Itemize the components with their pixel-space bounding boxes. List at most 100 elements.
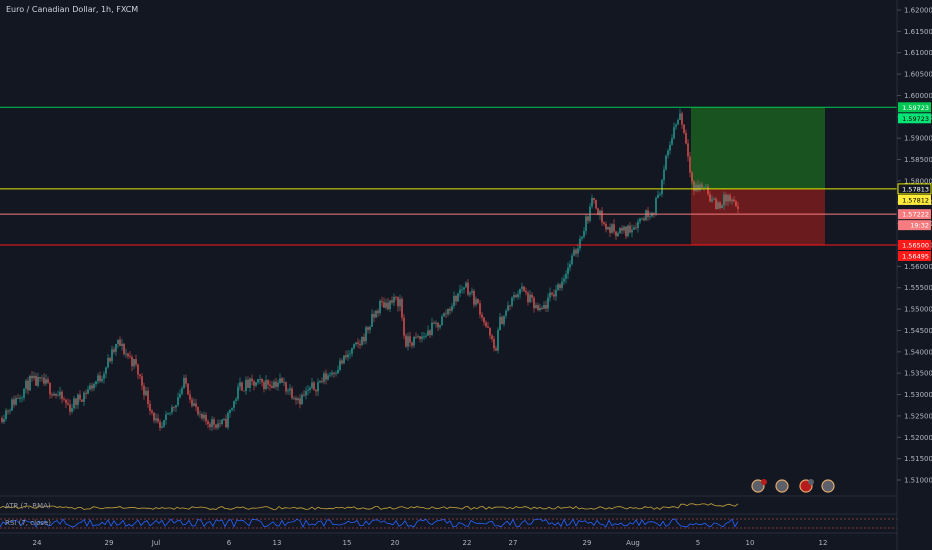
candle-body	[667, 150, 669, 156]
candle-body	[133, 359, 135, 367]
candle-body	[231, 407, 233, 410]
price-badge-label: 1.56500	[902, 242, 929, 250]
rsi-label[interactable]: RSI (7, close)	[5, 519, 51, 527]
candle-body	[201, 414, 203, 419]
candle-body	[467, 282, 469, 295]
candle-body	[135, 359, 137, 365]
price-badge-label: 1.57812	[902, 196, 929, 204]
price-badge	[898, 102, 931, 113]
candle-body	[147, 390, 149, 404]
candle-body	[507, 305, 509, 311]
candle-body	[49, 382, 51, 395]
x-tick-label: 29	[105, 539, 114, 547]
y-tick-label: 1.58000	[904, 177, 932, 185]
candle-body	[123, 343, 125, 355]
candle-body	[127, 353, 129, 357]
candle-body	[379, 300, 381, 314]
y-tick-label: 1.60000	[904, 92, 932, 100]
event-icons[interactable]	[751, 479, 835, 493]
candle-body	[253, 381, 255, 386]
candle-body	[545, 304, 547, 309]
event-icon[interactable]	[775, 479, 789, 493]
loss-zone[interactable]	[691, 188, 825, 245]
candle-body	[393, 296, 395, 303]
event-icon[interactable]	[751, 479, 765, 493]
candle-body	[671, 138, 673, 145]
event-icon[interactable]	[821, 479, 835, 493]
candle-body	[145, 390, 147, 396]
candle-body	[641, 218, 643, 220]
candle-body	[109, 357, 111, 362]
candle-body	[389, 300, 391, 310]
candle-body	[679, 113, 681, 120]
candle-body	[587, 216, 589, 221]
x-tick-label: 27	[509, 539, 518, 547]
candle-body	[209, 424, 211, 428]
candle-body	[351, 348, 353, 354]
candle-body	[303, 394, 305, 396]
candle-body	[335, 373, 337, 374]
candle-body	[607, 226, 609, 230]
candle-body	[639, 218, 641, 222]
event-icon[interactable]	[761, 479, 767, 485]
candle-body	[571, 255, 573, 265]
candle-body	[375, 310, 377, 318]
candle-body	[37, 377, 39, 386]
candle-body	[79, 394, 81, 400]
candle-body	[689, 156, 691, 173]
candle-body	[139, 374, 141, 377]
y-tick-label: 1.55500	[904, 284, 932, 292]
time-axis[interactable]: 24 29 Jul 6 13 15 20 22 27 29 Aug 5 10 12	[33, 539, 828, 547]
horizontal-levels[interactable]	[0, 106, 897, 246]
candle-body	[535, 305, 537, 309]
candle-body	[267, 380, 269, 385]
candle-body	[619, 227, 621, 234]
candle-body	[421, 336, 423, 339]
candle-body	[415, 336, 417, 338]
candle-body	[629, 225, 631, 233]
candle-body	[553, 294, 555, 297]
candle-body	[515, 295, 517, 298]
candle-body	[539, 307, 541, 310]
candle-body	[437, 322, 439, 328]
candle-body	[441, 316, 443, 326]
candle-body	[7, 410, 9, 412]
candle-body	[99, 375, 101, 382]
long-position-tool[interactable]	[691, 107, 825, 245]
candle-body	[681, 113, 683, 125]
candle-body	[455, 295, 457, 302]
candle-body	[493, 338, 495, 349]
candle-body	[633, 227, 635, 230]
candle-body	[683, 124, 685, 133]
candle-body	[531, 294, 533, 298]
candle-body	[97, 375, 99, 382]
candle-body	[715, 198, 717, 210]
candle-body	[263, 382, 265, 389]
candle-body	[377, 310, 379, 314]
candle-body	[175, 405, 177, 408]
atr-label[interactable]: ATR (7, RMA)	[5, 502, 51, 510]
candle-body	[625, 226, 627, 237]
candle-body	[709, 194, 711, 202]
candle-body	[387, 302, 389, 310]
y-tick-label: 1.51000	[904, 477, 932, 485]
candle-body	[621, 227, 623, 231]
candle-body	[291, 388, 293, 399]
profit-zone[interactable]	[691, 107, 825, 189]
candle-body	[319, 380, 321, 383]
candle-body	[725, 194, 727, 202]
candle-body	[251, 378, 253, 382]
event-icon[interactable]	[808, 479, 814, 485]
y-tick-label: 1.61000	[904, 49, 932, 57]
candle-body	[73, 398, 75, 409]
candle-body	[509, 305, 511, 307]
candle-body	[53, 393, 55, 396]
candle-body	[343, 355, 345, 364]
y-tick-label: 1.58500	[904, 156, 932, 164]
candle-body	[189, 394, 191, 400]
candle-body	[283, 382, 285, 384]
candle-body	[457, 293, 459, 302]
candle-body	[225, 418, 227, 428]
candle-body	[659, 194, 661, 195]
